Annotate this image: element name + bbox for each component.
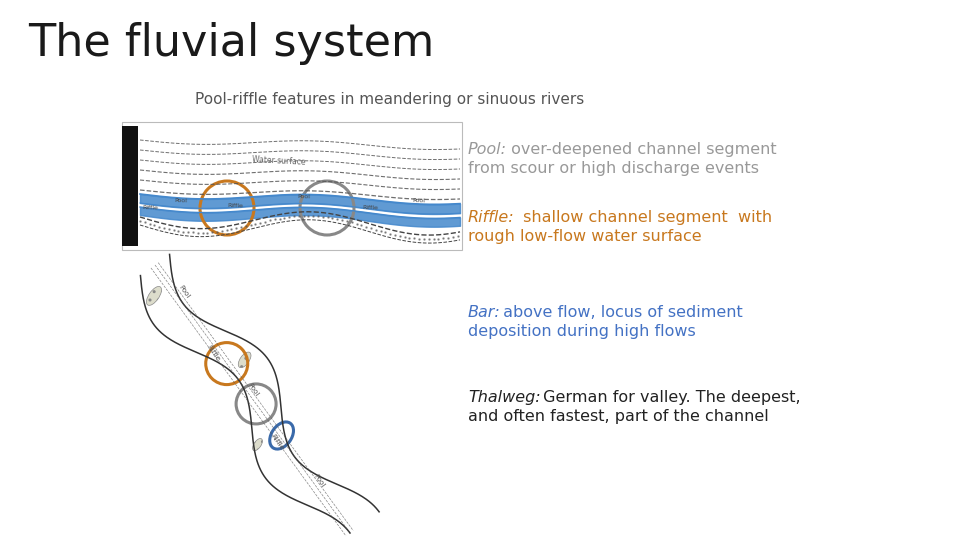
- Bar: [122, 122, 462, 250]
- Text: Thalweg:: Thalweg:: [468, 390, 540, 405]
- Text: Pool:: Pool:: [468, 142, 507, 157]
- Text: Pool-riffle features in meandering or sinuous rivers: Pool-riffle features in meandering or si…: [195, 92, 585, 107]
- Text: Riffle: Riffle: [270, 433, 285, 451]
- Text: Riffle: Riffle: [227, 204, 243, 209]
- Text: Pool: Pool: [247, 382, 260, 397]
- Text: shallow channel segment  with: shallow channel segment with: [518, 210, 772, 225]
- Text: above flow, locus of sediment: above flow, locus of sediment: [498, 305, 743, 320]
- Text: from scour or high discharge events: from scour or high discharge events: [468, 161, 759, 176]
- Text: Pool: Pool: [178, 284, 191, 299]
- Text: The fluvial system: The fluvial system: [28, 22, 434, 65]
- Text: Pool: Pool: [174, 198, 187, 203]
- Text: Water surface: Water surface: [252, 155, 306, 167]
- Text: Bar:: Bar:: [468, 305, 501, 320]
- Text: over-deepened channel segment: over-deepened channel segment: [506, 142, 777, 157]
- Text: Riffle: Riffle: [362, 205, 378, 211]
- Text: German for valley. The deepest,: German for valley. The deepest,: [538, 390, 801, 405]
- Text: Riffle:: Riffle:: [468, 210, 515, 225]
- Text: Riffle: Riffle: [205, 344, 221, 362]
- Bar: [122, 126, 138, 246]
- Ellipse shape: [238, 352, 251, 368]
- Ellipse shape: [147, 286, 161, 305]
- Text: Pool: Pool: [412, 198, 425, 203]
- Text: Pool: Pool: [313, 474, 326, 489]
- Text: and often fastest, part of the channel: and often fastest, part of the channel: [468, 409, 769, 424]
- Text: Riffle: Riffle: [142, 205, 158, 211]
- Text: rough low-flow water surface: rough low-flow water surface: [468, 229, 702, 244]
- Text: Pool: Pool: [297, 193, 310, 199]
- Ellipse shape: [252, 438, 262, 451]
- Text: deposition during high flows: deposition during high flows: [468, 324, 696, 339]
